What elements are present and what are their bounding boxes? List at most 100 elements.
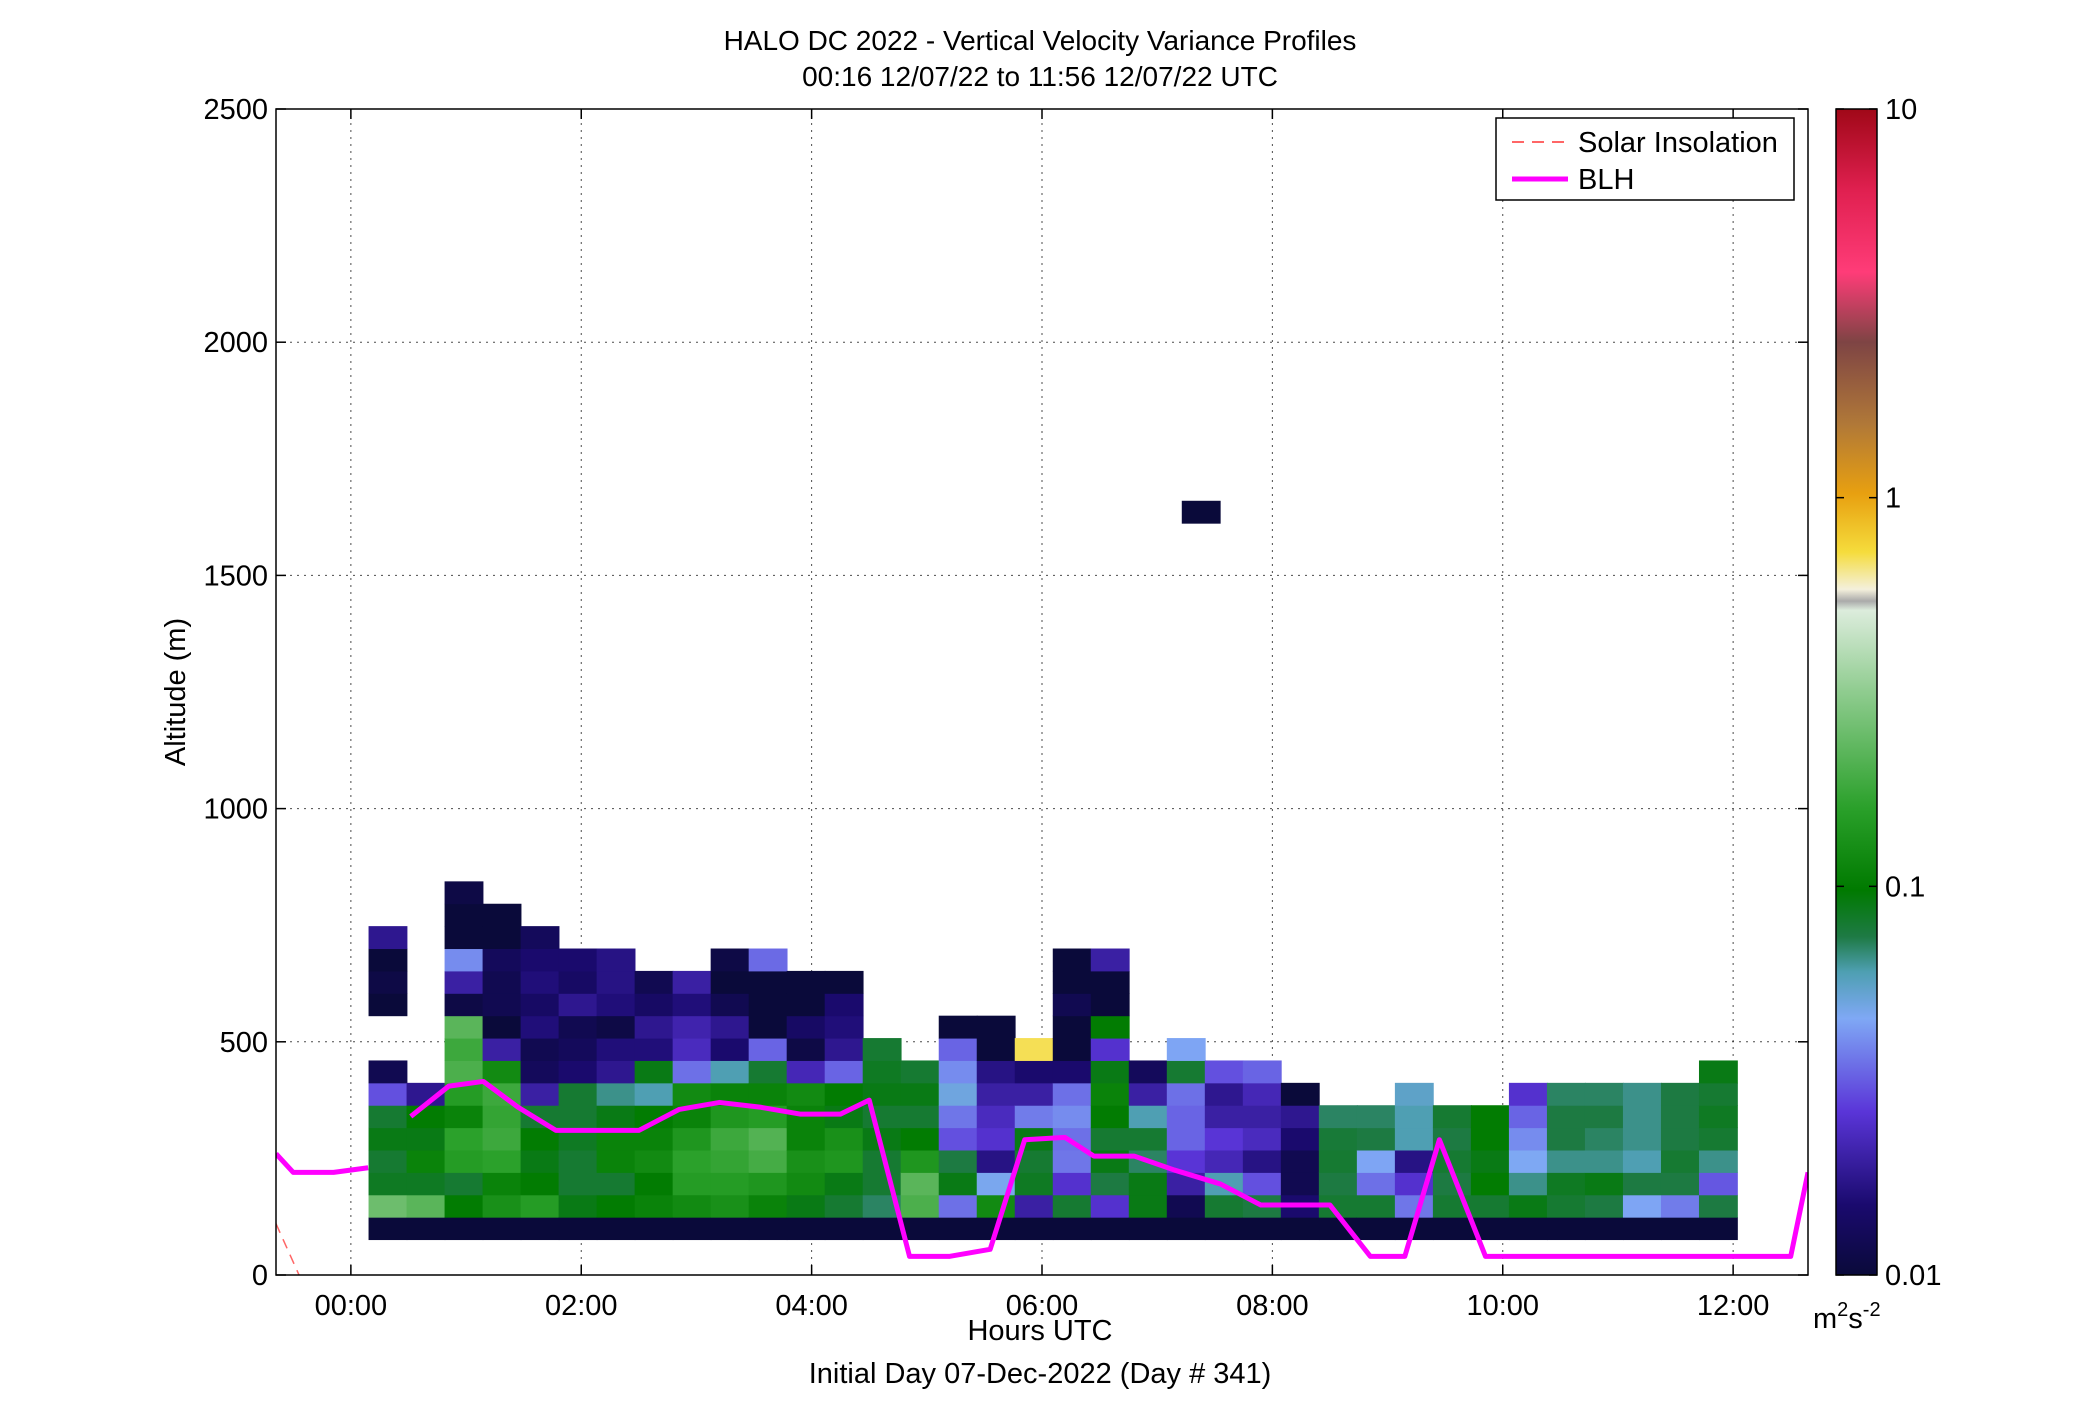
- heatmap-cell-19-7: [1052, 1060, 1092, 1084]
- heatmap-cell-21-7: [1128, 1060, 1168, 1084]
- heatmap-cell-23-4: [1204, 1127, 1244, 1151]
- series-lines: [276, 1078, 1808, 1275]
- heatmap-cell-23-6: [1204, 1082, 1244, 1106]
- grid-lines: [276, 108, 1808, 1276]
- heatmap-cell-9-2: [672, 1172, 712, 1196]
- heatmap-cell-4-13: [482, 926, 522, 950]
- heatmap-cell-36-3: [1698, 1150, 1738, 1173]
- heatmap-cell-3-2: [444, 1172, 484, 1196]
- heatmap-cell-2-0: [406, 1217, 446, 1241]
- heatmap-cell-34-4: [1622, 1127, 1662, 1151]
- heatmap-cell-15-5: [900, 1105, 940, 1129]
- heatmap-cell-33-5: [1584, 1105, 1624, 1129]
- heatmap-cell-30-1: [1470, 1194, 1510, 1218]
- heatmap-cell-34-6: [1622, 1082, 1662, 1106]
- heatmap-cell-5-8: [520, 1038, 560, 1061]
- heatmap-cell-16-3: [938, 1150, 978, 1173]
- heatmap-cell-12-4: [786, 1127, 826, 1151]
- heatmap-cell-12-1: [786, 1194, 826, 1218]
- heatmap-cell-9-8: [672, 1038, 712, 1061]
- heatmap-cell-22-7: [1166, 1060, 1206, 1084]
- heatmap-cell-12-2: [786, 1172, 826, 1196]
- heatmap-cell-27-2: [1356, 1172, 1396, 1196]
- heatmap-cell-36-1: [1698, 1194, 1738, 1218]
- colorbar: 0.01 0.1 1 10 m2s-2: [1813, 94, 1941, 1335]
- heatmap-cell-3-12: [444, 948, 484, 972]
- heatmap-cell-19-1: [1052, 1194, 1092, 1218]
- heatmap-cell-0-2: [368, 1172, 408, 1196]
- heatmap-cell-9-7: [672, 1060, 712, 1084]
- heatmap-cell-10-5: [710, 1105, 750, 1129]
- heatmap-cell-8-3: [634, 1150, 674, 1173]
- heatmap-cell-5-11: [520, 970, 560, 994]
- heatmap-cell-8-9: [634, 1015, 674, 1039]
- heatmap-cell-36-2: [1698, 1172, 1738, 1196]
- heatmap-cell-11-8: [748, 1038, 788, 1061]
- heatmap-cell-24-5: [1242, 1105, 1282, 1129]
- heatmap-cell-27-5: [1356, 1105, 1396, 1129]
- heatmap-cell-31-6: [1508, 1082, 1548, 1106]
- x-tick-label-6: 12:00: [1697, 1290, 1770, 1322]
- heatmap-cell-1-2: [368, 948, 408, 972]
- heatmap-cell-26-2: [1318, 1172, 1358, 1196]
- heatmap-cell-6-2: [558, 1172, 598, 1196]
- chart-subtitle: 00:16 12/07/22 to 11:56 12/07/22 UTC: [802, 61, 1278, 92]
- heatmap-cell-22-0: [1166, 1217, 1206, 1241]
- heatmap-cell-14-3: [862, 1150, 902, 1173]
- heatmap-cell-35-5: [1660, 1105, 1700, 1129]
- heatmap-cell-18-1: [1014, 1194, 1054, 1218]
- heatmap-cell-17-9: [976, 1015, 1016, 1039]
- heatmap-cell-23-7: [1204, 1060, 1244, 1084]
- heatmap-cell-23-1: [1204, 1194, 1244, 1218]
- heatmap-cell-14-1: [862, 1194, 902, 1218]
- heatmap-cell-7-2: [596, 1172, 636, 1196]
- heatmap-cell-9-3: [672, 1150, 712, 1173]
- heatmap-cell-36-4: [1698, 1127, 1738, 1151]
- heatmap-cell-10-6: [710, 1082, 750, 1106]
- heatmap-cell-22-8: [1166, 1038, 1206, 1061]
- heatmap-cell-33-6: [1584, 1082, 1624, 1106]
- heatmap-cell-34-5: [1622, 1105, 1662, 1129]
- heatmap-cell-15-2: [900, 1172, 940, 1196]
- heatmap-cell-3-8: [444, 1038, 484, 1061]
- x-tick-label-3: 06:00: [1006, 1290, 1079, 1322]
- heatmap-cell-1-1: [368, 970, 408, 994]
- heatmap-cell-32-1: [1546, 1194, 1586, 1218]
- heatmap-cell-16-0: [938, 1217, 978, 1241]
- heatmap-cell-5-1: [520, 1194, 560, 1218]
- heatmap-cell-12-11: [786, 970, 826, 994]
- heatmap-cell-22-5: [1166, 1105, 1206, 1129]
- heatmap-cell-33-4: [1584, 1127, 1624, 1151]
- heatmap-cell-21-0: [1128, 1217, 1168, 1241]
- heatmap-cell-22-4: [1166, 1127, 1206, 1151]
- heatmap-cell-2-2: [406, 1172, 446, 1196]
- heatmap-cell-18-2: [1014, 1172, 1054, 1196]
- heatmap-cell-17-6: [976, 1082, 1016, 1106]
- heatmap-cell-3-3: [444, 1150, 484, 1173]
- heatmap-cell-12-3: [786, 1150, 826, 1173]
- heatmap-cell-13-7: [824, 1060, 864, 1084]
- heatmap-cell-20-10: [1090, 993, 1130, 1017]
- heatmap-cell-17-1: [976, 1194, 1016, 1218]
- heatmap-cell-32-0: [1546, 1217, 1586, 1241]
- heatmap-cell-21-2: [1128, 1172, 1168, 1196]
- heatmap-cell-11-6: [748, 1082, 788, 1106]
- heatmap-cell-24-4: [1242, 1127, 1282, 1151]
- colorbar-unit-sup1: 2: [1837, 1299, 1848, 1321]
- heatmap-cell-6-3: [558, 1150, 598, 1173]
- heatmap-cell-12-0: [786, 1217, 826, 1241]
- x-tick-label-2: 04:00: [775, 1290, 848, 1322]
- y-tick-label-0: 0: [252, 1260, 268, 1292]
- heatmap-cell-0-6: [368, 1082, 408, 1106]
- legend: Solar Insolation BLH: [1495, 117, 1795, 201]
- heatmap-cell-33-2: [1584, 1172, 1624, 1196]
- heatmap-cell-8-8: [634, 1038, 674, 1061]
- heatmap-cell-26-0: [1318, 1217, 1358, 1241]
- heatmap-cell-34-2: [1622, 1172, 1662, 1196]
- x-axis-label: Hours UTC: [967, 1315, 1112, 1347]
- heatmap-cell-13-9: [824, 1015, 864, 1039]
- heatmap-cell-28-5: [1394, 1105, 1434, 1129]
- heatmap-cell-8-6: [634, 1082, 674, 1106]
- heatmap-cell-1-0: [368, 993, 408, 1017]
